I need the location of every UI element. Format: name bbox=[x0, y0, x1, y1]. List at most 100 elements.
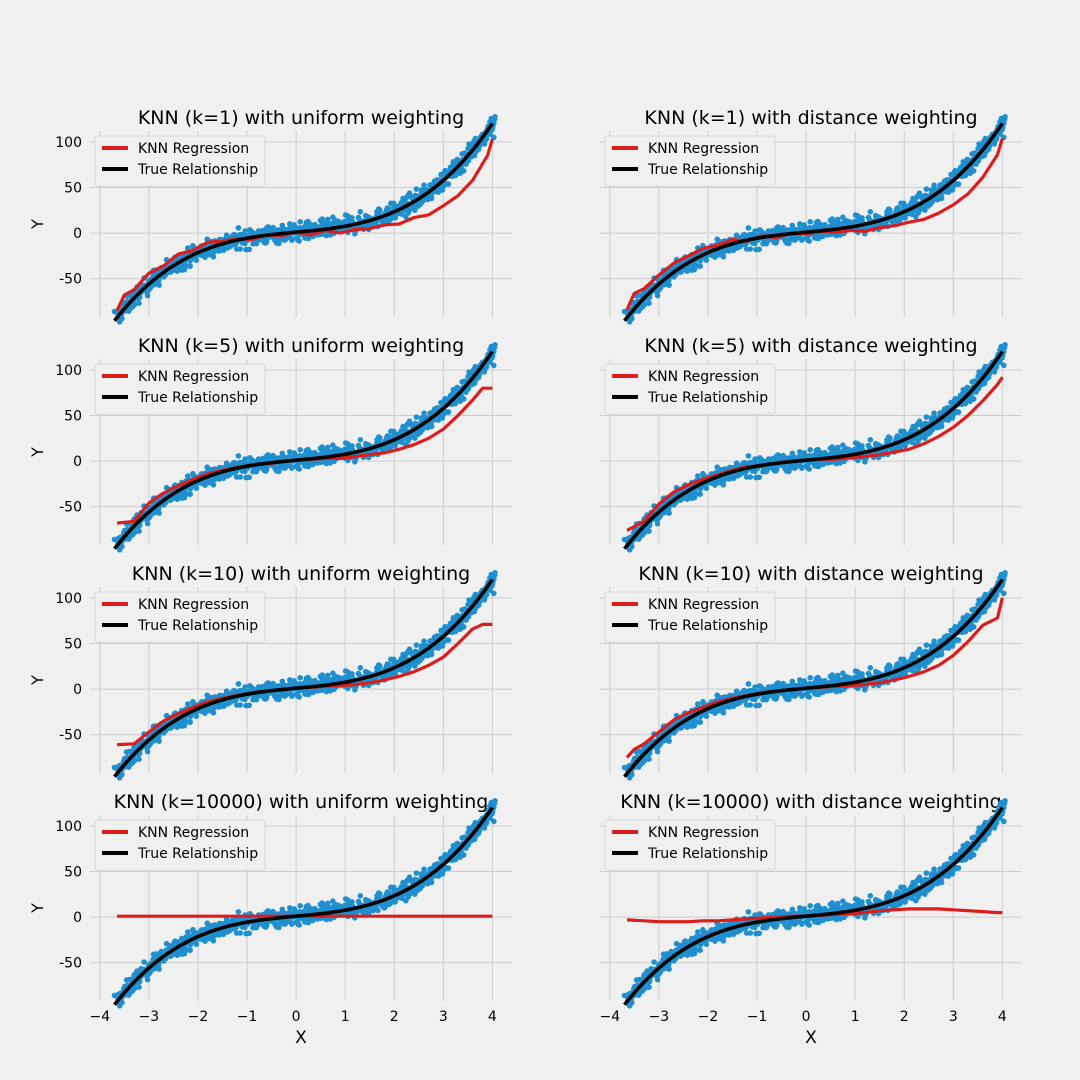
scatter-point bbox=[330, 214, 336, 220]
scatter-point bbox=[377, 207, 383, 213]
scatter-point bbox=[210, 253, 217, 260]
scatter-point bbox=[246, 474, 252, 481]
scatter-point bbox=[445, 409, 452, 415]
scatter-point bbox=[745, 453, 752, 459]
subplot-title: KNN (k=1) with distance weighting bbox=[644, 107, 977, 129]
scatter-point bbox=[445, 181, 452, 187]
scatter-point bbox=[156, 282, 162, 288]
scatter-point bbox=[413, 642, 420, 648]
scatter-point bbox=[931, 182, 937, 188]
scatter-point bbox=[119, 315, 125, 322]
scatter-point bbox=[156, 738, 162, 744]
legend-label-true: True Relationship bbox=[647, 162, 768, 178]
scatter-point bbox=[187, 491, 193, 498]
scatter-point bbox=[237, 474, 244, 480]
y-tick-label: -50 bbox=[59, 728, 82, 744]
y-tick-label: 50 bbox=[64, 409, 82, 425]
scatter-point bbox=[136, 300, 142, 307]
scatter-point bbox=[697, 491, 703, 498]
legend-label-true: True Relationship bbox=[137, 390, 258, 406]
y-tick-label: 0 bbox=[73, 454, 82, 470]
scatter-point bbox=[136, 756, 142, 762]
scatter-point bbox=[646, 756, 652, 762]
scatter-point bbox=[246, 702, 252, 709]
scatter-point bbox=[938, 423, 945, 430]
scatter-point bbox=[747, 474, 754, 480]
scatter-point bbox=[144, 748, 151, 755]
scatter-point bbox=[697, 719, 703, 725]
scatter-point bbox=[187, 719, 193, 725]
scatter-point bbox=[297, 447, 304, 453]
scatter-point bbox=[193, 713, 200, 719]
scatter-point bbox=[325, 216, 331, 223]
scatter-point bbox=[666, 282, 672, 288]
y-tick-label: -50 bbox=[59, 272, 82, 288]
scatter-point bbox=[923, 186, 930, 192]
scatter-point bbox=[491, 590, 497, 597]
scatter-point bbox=[955, 409, 962, 415]
scatter-point bbox=[357, 437, 364, 443]
scatter-point bbox=[412, 207, 418, 213]
scatter-point bbox=[807, 219, 813, 225]
scatter-point bbox=[237, 702, 244, 708]
scatter-point bbox=[421, 182, 427, 188]
scatter-point bbox=[185, 245, 191, 251]
scatter-point bbox=[210, 710, 217, 716]
scatter-point bbox=[235, 681, 242, 687]
scatter-point bbox=[193, 485, 200, 492]
legend-label-knn: KNN Regression bbox=[138, 369, 249, 385]
legend: KNN Regression True Relationship bbox=[604, 135, 776, 187]
scatter-point bbox=[695, 701, 701, 707]
y-tick-label: 50 bbox=[64, 637, 82, 653]
y-tick-label: 50 bbox=[64, 181, 82, 197]
legend-label-knn: KNN Regression bbox=[648, 141, 759, 157]
y-tick-label: 100 bbox=[55, 363, 82, 379]
scatter-point bbox=[720, 482, 727, 488]
scatter-point bbox=[887, 207, 893, 213]
scatter-point bbox=[111, 764, 118, 771]
scatter-point bbox=[325, 672, 331, 679]
scatter-point bbox=[111, 536, 118, 543]
scatter-point bbox=[357, 665, 364, 671]
scatter-point bbox=[421, 638, 427, 644]
scatter-point bbox=[697, 263, 703, 270]
subplot-1: KNN (k=1) with uniform weighting-5005010… bbox=[28, 107, 512, 325]
subplot-title: KNN (k=10) with uniform weighting bbox=[132, 563, 470, 585]
legend-label-true: True Relationship bbox=[137, 162, 258, 178]
scatter-point bbox=[621, 536, 628, 543]
scatter-point bbox=[970, 396, 977, 402]
scatter-point bbox=[185, 701, 191, 707]
scatter-point bbox=[349, 215, 355, 221]
scatter-point bbox=[144, 292, 151, 299]
y-tick-label: 0 bbox=[73, 682, 82, 698]
subplot-title: KNN (k=1) with uniform weighting bbox=[138, 107, 464, 129]
scatter-point bbox=[428, 423, 435, 430]
scatter-point bbox=[297, 675, 304, 681]
scatter-point bbox=[1002, 114, 1008, 120]
scatter-point bbox=[806, 238, 812, 244]
scatter-point bbox=[492, 342, 498, 348]
scatter-point bbox=[887, 435, 893, 441]
scatter-point bbox=[835, 444, 841, 451]
scatter-point bbox=[136, 528, 142, 534]
scatter-point bbox=[445, 637, 452, 643]
scatter-point bbox=[428, 651, 435, 658]
subplot-title: KNN (k=10) with distance weighting bbox=[638, 563, 983, 585]
y-tick-label: 0 bbox=[73, 226, 82, 242]
scatter-point bbox=[297, 219, 304, 225]
scatter-point bbox=[460, 396, 467, 402]
scatter-point bbox=[646, 528, 652, 534]
scatter-point bbox=[745, 225, 752, 231]
scatter-point bbox=[807, 447, 813, 453]
scatter-point bbox=[970, 168, 977, 174]
y-tick-label: 100 bbox=[55, 591, 82, 607]
scatter-point bbox=[357, 209, 364, 215]
scatter-point bbox=[307, 221, 314, 228]
scatter-point bbox=[654, 520, 661, 527]
scatter-point bbox=[654, 292, 661, 299]
scatter-point bbox=[185, 473, 191, 479]
legend-label-true: True Relationship bbox=[137, 618, 258, 634]
legend-label-true: True Relationship bbox=[647, 390, 768, 406]
